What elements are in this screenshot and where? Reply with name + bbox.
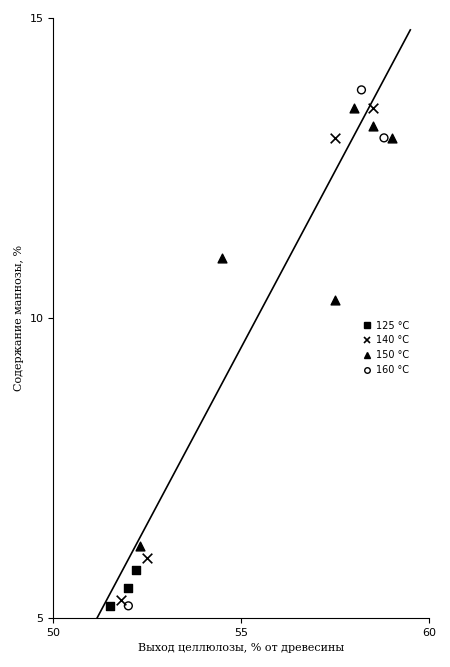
- Y-axis label: Содержание маннозы, %: Содержание маннозы, %: [14, 245, 24, 391]
- Point: [369, 103, 376, 113]
- Point: [332, 295, 339, 305]
- Point: [380, 133, 387, 143]
- X-axis label: Выход целлюлозы, % от древесины: Выход целлюлозы, % от древесины: [138, 643, 344, 653]
- Point: [350, 103, 357, 113]
- Point: [388, 133, 395, 143]
- Point: [117, 594, 125, 605]
- Point: [369, 121, 376, 131]
- Point: [332, 133, 339, 143]
- Point: [144, 552, 151, 563]
- Legend: 125 °C, 140 °C, 150 °C, 160 °C: 125 °C, 140 °C, 150 °C, 160 °C: [359, 317, 413, 379]
- Point: [125, 582, 132, 593]
- Point: [219, 253, 226, 263]
- Point: [125, 600, 132, 611]
- Point: [358, 85, 365, 95]
- Point: [106, 600, 113, 611]
- Point: [132, 564, 140, 575]
- Point: [136, 540, 143, 551]
